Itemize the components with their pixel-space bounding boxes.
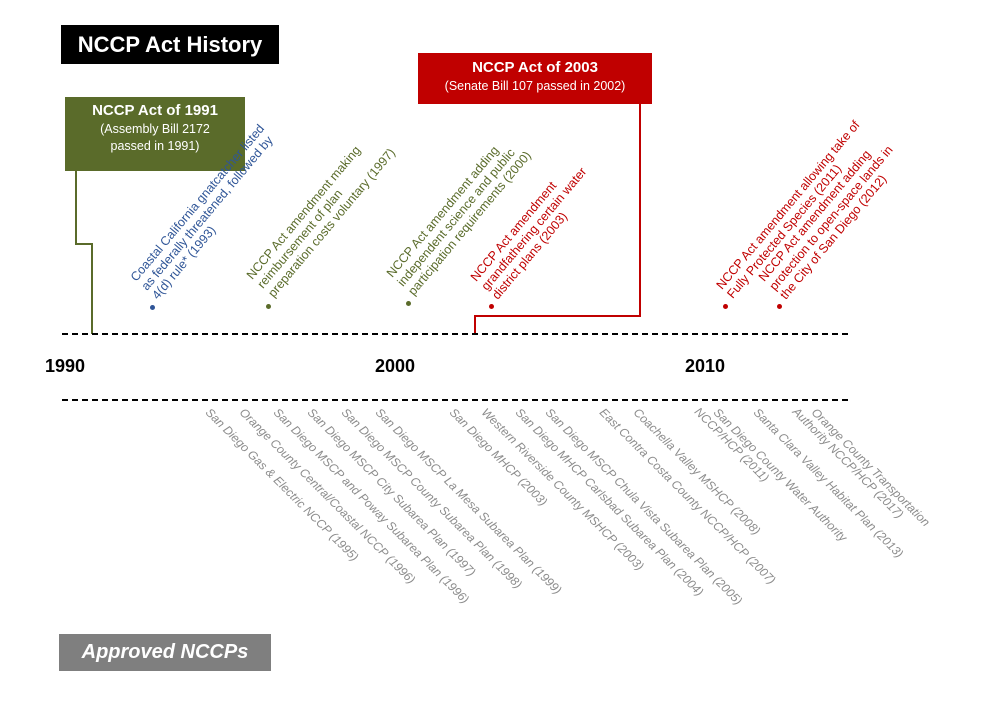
event-bullet-2012: [777, 304, 782, 309]
act-2003-connector: [639, 104, 641, 317]
timeline-top-line: [62, 333, 848, 335]
act-1991-title: NCCP Act of 1991: [92, 102, 218, 119]
act-1991-subtitle-2: passed in 1991): [110, 139, 200, 153]
act-2003-title: NCCP Act of 2003: [472, 59, 598, 76]
plan-line: Orange County Transportation: [808, 405, 933, 530]
event-bullet-2003: [489, 304, 494, 309]
year-label-2000: 2000: [375, 356, 416, 376]
act-2003-connector: [474, 315, 641, 317]
act-2003-subtitle: (Senate Bill 107 passed in 2002): [444, 79, 626, 93]
event-bullet-2011: [723, 304, 728, 309]
act-2003-box: NCCP Act of 2003 (Senate Bill 107 passed…: [418, 53, 652, 104]
timeline-bottom-line: [62, 399, 848, 401]
approved-nccps-label: Approved NCCPs: [59, 634, 271, 671]
event-bullet-1997: [266, 304, 271, 309]
act-1991-connector: [75, 243, 93, 245]
act-1991-connector: [91, 243, 93, 334]
act-2003-connector: [474, 315, 476, 334]
year-label-1990: 1990: [45, 356, 86, 376]
event-bullet-1993: [150, 305, 155, 310]
act-1991-subtitle-1: (Assembly Bill 2172: [100, 122, 210, 136]
year-label-2010: 2010: [685, 356, 726, 376]
event-bullet-2000: [406, 301, 411, 306]
act-1991-box: NCCP Act of 1991 (Assembly Bill 2172 pas…: [65, 97, 245, 171]
page-title: NCCP Act History: [61, 25, 279, 64]
act-1991-connector: [75, 171, 77, 245]
